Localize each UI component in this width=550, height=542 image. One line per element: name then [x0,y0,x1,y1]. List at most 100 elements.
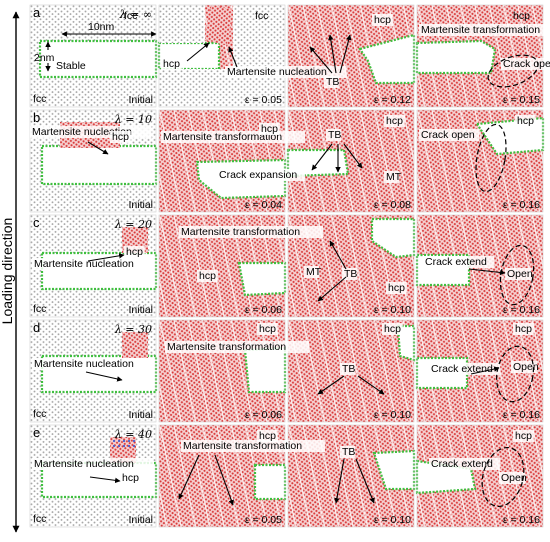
note-e4-1-bg [429,458,501,470]
panel-e-4-state-label: ε = 0.16 [503,514,540,526]
note-d2-0-bg [257,323,278,335]
panel-d-1-state-label: Initial [128,409,153,421]
panel-d-3-state-label: ε = 0.10 [374,409,411,421]
arrow-e2-m2 [214,454,234,506]
note-a3-0-bg [372,14,393,26]
panel-frame [287,319,415,423]
note-b1-1: hcp [112,131,129,143]
crack-notch [358,33,416,85]
arrow-e2-m1 [178,454,200,500]
panel-a-4-state-label: ε = 0.15 [503,94,540,106]
bcc-atom [122,439,126,443]
panel-letter-d: d [33,320,40,335]
fcc-region [159,5,205,43]
fcc-region [159,69,233,107]
panel-frame [29,319,157,423]
note-d1-1: fcc [33,408,46,420]
bcc-atom [127,444,131,448]
panel-c-3-state-label: ε = 0.10 [374,304,411,316]
note-b2-2: Crack expansion [219,169,297,181]
note-e2-0-bg [181,440,325,452]
note-c4-1: Open [507,268,533,280]
panel-frame [416,424,544,528]
note-a1-2: Stable [56,60,86,72]
note-e1-0-bg [32,458,154,470]
note-d2-1: Martensite transformation [167,341,286,353]
note-c2-1: hcp [199,270,216,282]
note-c3-0-bg [304,266,320,278]
note-c3-0: MT [306,266,322,278]
note-b3-2: MT [386,171,402,183]
arrow-d3-t2 [357,375,385,395]
arrow-a3-t3 [339,34,352,74]
note-b3-1: hcp [386,115,403,127]
bcc-atom [127,439,131,443]
lambda-d: λ = 30 [114,323,152,336]
panel-c-4-state-label: ε = 0.16 [503,304,540,316]
arrow-e1-nuc [89,476,121,484]
arrow-e3-t2 [355,458,375,504]
note-b3-0: TB [328,129,341,141]
arrow-e3-t1 [334,458,345,504]
note-d4-0-bg [513,323,534,335]
note-e4-0: hcp [515,430,532,442]
note-e1-0: Martensite nucleation [34,458,134,470]
note-c3-1: TB [344,268,357,280]
bcc-atom [122,444,126,448]
lambda-c: λ = 20 [114,218,152,231]
note-a4-1: Martensite transformation [421,24,540,36]
arrow-a2-hcp [186,42,210,62]
note-c3-2: hcp [388,282,405,294]
bcc-atom [117,439,121,443]
note-e4-2-bg [499,472,526,484]
note-e1-1: hcp [122,472,139,484]
note-c1-1-bg [32,258,154,270]
crack-open-ellipse-d [496,345,534,403]
panel-frame [29,4,157,108]
note-c4-1-bg [505,268,532,280]
note-d1-0-bg [32,358,154,370]
note-a3-1-bg [324,76,340,88]
note-b3-2-bg [384,171,400,183]
panel-a-3-state-label: ε = 0.12 [374,94,411,106]
lambda-b: λ = 10 [114,113,152,126]
note-e4-2: Open [501,472,527,484]
panel-a-1-state-label: Initial [128,94,153,106]
bcc-atom [117,444,121,448]
panel-letter-a: a [33,5,41,20]
note-d3-1: TB [342,363,355,375]
lambda-a: λ = ∞ [119,8,152,21]
note-a4-1-bg [419,24,550,36]
note-d3-1-bg [340,363,356,375]
panel-b-4-state-label: ε = 0.16 [503,199,540,211]
note-e3-0-bg [340,446,356,458]
note-b2-1: hcp [261,123,278,135]
panel-e-2-state-label: ε = 0.05 [245,514,282,526]
panel-a-4 [415,4,544,108]
note-e4-1: Crack extend [431,458,493,470]
note-d4-2: Open [513,361,539,373]
panel-frame [416,214,544,318]
panel-frame [158,319,286,423]
panel-frame [158,424,286,528]
panel-d-4-state-label: ε = 0.16 [503,409,540,421]
note-a1-3: 10nm [88,21,115,33]
crack-open-ellipse-a [487,54,539,88]
note-d4-0: hcp [515,323,532,335]
hcp-nucleus [203,4,235,46]
arrow-b3-t1 [311,143,333,171]
crack-notch [253,463,287,501]
panel-frame [287,109,415,213]
arrow-b3-t3 [343,143,363,169]
crack-notch [237,261,287,297]
note-c4-0: Crack extend [425,256,487,268]
note-c1-0-bg [124,246,145,258]
note-c1-0: hcp [126,246,143,258]
arrow-c1-nuc [87,253,125,262]
note-e2-0: Martensite transformation [183,440,302,452]
note-e1-2: fcc [33,513,46,525]
arrow-a2-nuc [228,46,238,68]
panel-frame [29,109,157,213]
lambda-e: λ = 40 [114,428,152,441]
note-c2-0-bg [179,226,323,238]
